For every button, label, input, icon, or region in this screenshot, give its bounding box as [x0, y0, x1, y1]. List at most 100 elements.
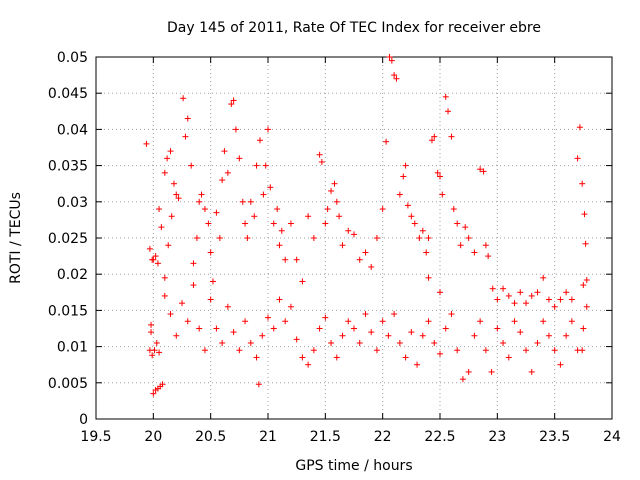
data-point	[242, 318, 249, 325]
data-point	[173, 191, 180, 198]
data-point	[161, 169, 168, 176]
data-point	[270, 325, 277, 332]
data-point	[159, 381, 166, 388]
data-point	[477, 166, 484, 173]
data-point	[505, 292, 512, 299]
data-point	[428, 137, 435, 144]
data-point	[579, 180, 586, 187]
y-axis-label: ROTI / TECUs	[8, 192, 24, 284]
data-point	[574, 347, 581, 354]
data-point	[148, 321, 155, 328]
data-point	[322, 314, 329, 321]
data-point	[265, 126, 271, 133]
data-point	[437, 350, 443, 357]
data-point	[563, 289, 570, 296]
data-point	[168, 213, 175, 220]
data-point	[545, 332, 552, 339]
y-tick-label: 0.01	[57, 340, 88, 356]
data-point	[459, 376, 466, 383]
y-tick-label: 0.015	[48, 303, 88, 319]
y-tick-label: 0.02	[57, 267, 88, 283]
data-point	[224, 169, 231, 176]
data-point	[161, 292, 168, 299]
data-point	[184, 115, 191, 122]
data-point	[173, 332, 180, 339]
data-point	[482, 242, 489, 249]
y-tick-label: 0.025	[48, 231, 88, 247]
data-point	[267, 184, 274, 191]
data-point	[324, 206, 331, 213]
data-point	[419, 227, 426, 234]
data-point	[511, 318, 518, 325]
data-point	[328, 187, 335, 194]
data-point	[167, 148, 174, 155]
data-point	[450, 206, 457, 213]
data-point	[471, 332, 478, 339]
data-point	[386, 54, 393, 60]
data-point	[391, 311, 398, 318]
data-point	[563, 332, 570, 339]
y-tick-label: 0.005	[48, 376, 88, 392]
data-point	[580, 325, 587, 332]
data-point	[287, 303, 294, 310]
data-point	[445, 108, 452, 115]
data-point	[305, 361, 312, 368]
data-point	[256, 137, 263, 144]
data-point	[419, 332, 426, 339]
data-point	[213, 209, 220, 216]
data-point	[244, 235, 251, 241]
data-point	[322, 220, 329, 227]
data-point	[270, 220, 277, 227]
data-point	[442, 325, 449, 332]
x-tick-label: 21.5	[310, 429, 341, 445]
data-point	[454, 347, 461, 354]
y-tick-label: 0.05	[57, 50, 88, 66]
data-point	[219, 339, 226, 346]
data-point	[190, 260, 197, 267]
data-point	[293, 336, 300, 343]
data-point	[230, 97, 237, 104]
data-point	[209, 278, 216, 285]
data-point	[517, 329, 524, 336]
y-tick-label: 0	[79, 412, 88, 428]
data-point	[175, 195, 182, 202]
data-point	[164, 155, 171, 162]
data-point	[505, 354, 512, 361]
data-point	[388, 57, 395, 64]
data-point	[356, 339, 363, 346]
data-point	[299, 278, 306, 285]
data-point	[379, 206, 386, 213]
data-point	[465, 368, 472, 375]
data-point	[351, 325, 357, 332]
data-point	[299, 354, 306, 361]
data-point	[425, 274, 432, 281]
data-point	[379, 318, 386, 325]
data-point	[143, 140, 150, 147]
y-tick-label: 0.035	[48, 159, 88, 175]
data-points	[143, 54, 590, 397]
data-point	[180, 95, 187, 102]
data-point	[276, 296, 283, 303]
data-point	[425, 235, 432, 241]
data-point	[568, 296, 575, 303]
data-point	[574, 155, 581, 162]
data-point	[523, 300, 529, 307]
data-point	[457, 242, 464, 249]
data-point	[448, 311, 455, 318]
data-point	[494, 325, 501, 332]
data-point	[383, 138, 390, 145]
data-point	[523, 347, 529, 354]
data-point	[167, 311, 174, 318]
data-point	[551, 303, 558, 310]
y-tick-label: 0.045	[48, 86, 88, 102]
x-tick-label: 21	[259, 429, 277, 445]
chart-title: Day 145 of 2011, Rate Of TEC Index for r…	[167, 20, 541, 36]
data-point	[333, 198, 340, 205]
x-tick-label: 20.5	[195, 429, 226, 445]
data-point	[439, 191, 446, 198]
data-point	[253, 162, 260, 169]
data-point	[454, 220, 461, 227]
data-point	[345, 318, 352, 325]
data-point	[310, 347, 317, 354]
